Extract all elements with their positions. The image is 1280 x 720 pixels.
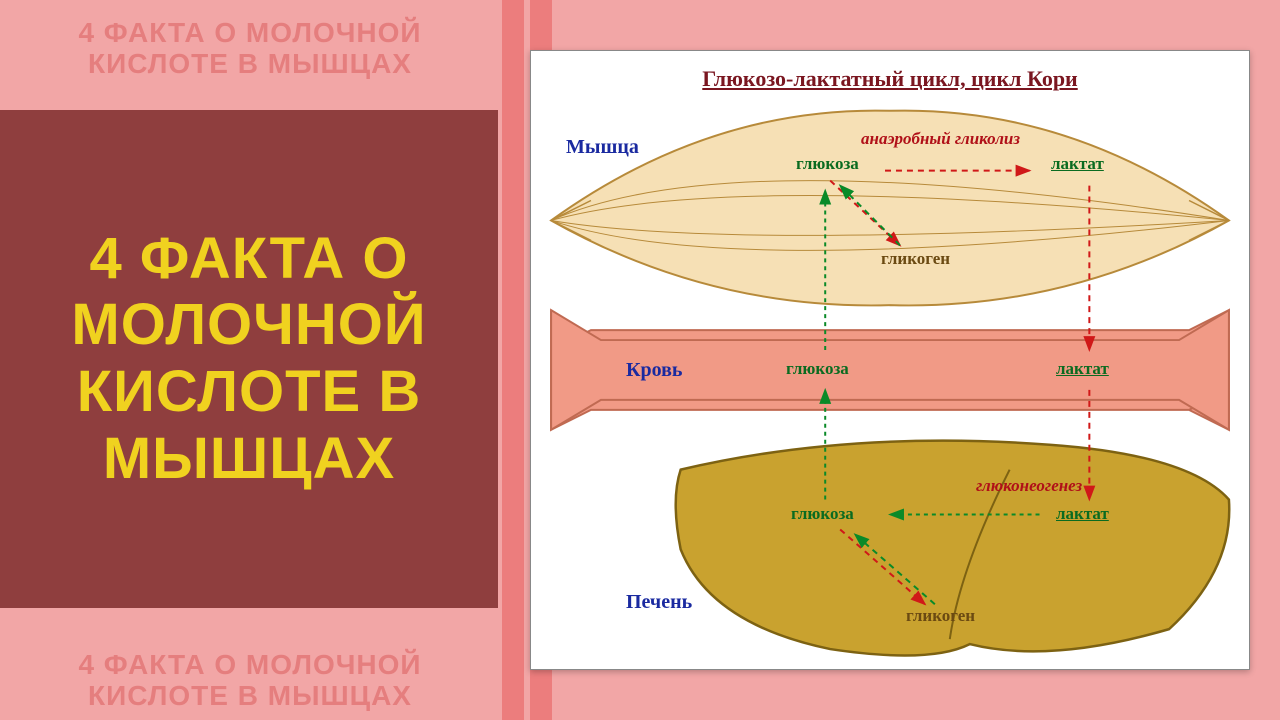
title-box: 4 ФАКТА О МОЛОЧНОЙ КИСЛОТЕ В МЫШЦАХ	[0, 110, 498, 608]
label-blood: Кровь	[626, 359, 683, 382]
node-blood-glucose: глюкоза	[786, 359, 849, 379]
watermark-top: 4 ФАКТА О МОЛОЧНОЙ КИСЛОТЕ В МЫШЦАХ	[35, 18, 465, 80]
node-muscle-glycogen: гликоген	[881, 249, 950, 269]
node-liver-glycogen: гликоген	[906, 606, 975, 626]
node-blood-lactate: лактат	[1056, 359, 1109, 379]
label-gluconeogenesis: глюконеогенез	[976, 476, 1082, 496]
diagram-panel: Глюкозо-лактатный цикл, цикл Кори	[530, 50, 1250, 670]
node-muscle-lactate: лактат	[1051, 154, 1104, 174]
label-glycolysis: анаэробный гликолиз	[861, 129, 1020, 149]
watermark-bottom: 4 ФАКТА О МОЛОЧНОЙ КИСЛОТЕ В МЫШЦАХ	[35, 650, 465, 712]
node-liver-glucose: глюкоза	[791, 504, 854, 524]
main-title: 4 ФАКТА О МОЛОЧНОЙ КИСЛОТЕ В МЫШЦАХ	[0, 226, 498, 493]
node-muscle-glucose: глюкоза	[796, 154, 859, 174]
stripe-1	[502, 0, 524, 720]
node-liver-lactate: лактат	[1056, 504, 1109, 524]
label-liver: Печень	[626, 591, 692, 614]
label-muscle: Мышца	[566, 136, 639, 159]
